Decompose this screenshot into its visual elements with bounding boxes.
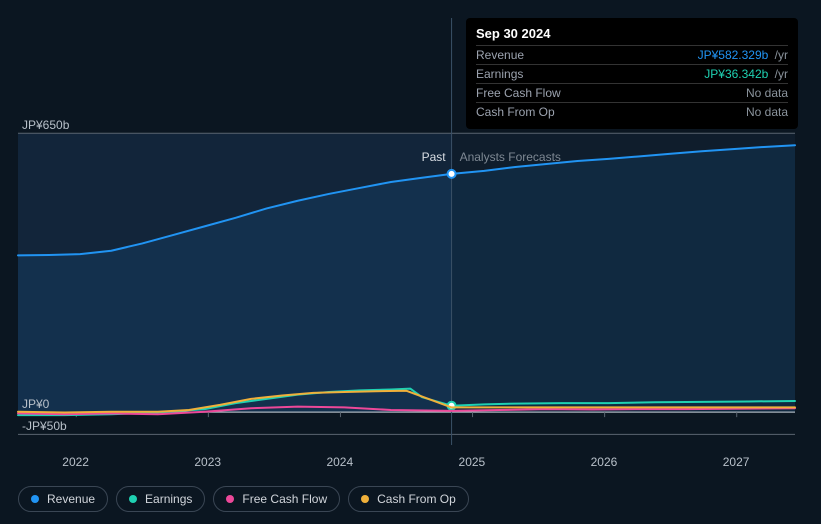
tooltip-row-unit: /yr xyxy=(771,48,788,62)
tooltip-date: Sep 30 2024 xyxy=(476,26,788,41)
forecast-label: Analysts Forecasts xyxy=(460,150,561,164)
tooltip-row: Earnings JP¥36.342b /yr xyxy=(476,64,788,83)
legend-item-label: Earnings xyxy=(145,492,192,506)
x-axis-label: 2022 xyxy=(62,455,89,469)
legend-item-cash-from-op[interactable]: Cash From Op xyxy=(348,486,469,512)
x-axis-label: 2025 xyxy=(459,455,486,469)
past-label: Past xyxy=(422,150,446,164)
legend-item-label: Cash From Op xyxy=(377,492,456,506)
legend-dot xyxy=(31,495,39,503)
tooltip-row: Revenue JP¥582.329b /yr xyxy=(476,45,788,64)
y-axis-label: JP¥0 xyxy=(22,397,49,411)
tooltip-row-value: JP¥582.329b xyxy=(698,48,769,62)
tooltip-row-value: No data xyxy=(746,86,788,100)
x-axis-label: 2023 xyxy=(194,455,221,469)
legend-dot xyxy=(361,495,369,503)
x-axis-label: 2027 xyxy=(723,455,750,469)
x-axis-label: 2024 xyxy=(326,455,353,469)
legend-dot xyxy=(226,495,234,503)
tooltip-row-unit: /yr xyxy=(771,67,788,81)
chart-tooltip: Sep 30 2024 RevenueJP¥582.329b /yrEarnin… xyxy=(466,18,798,129)
tooltip-row-label: Earnings xyxy=(476,67,523,81)
tooltip-row-label: Revenue xyxy=(476,48,524,62)
legend-dot xyxy=(129,495,137,503)
x-axis-label: 2026 xyxy=(591,455,618,469)
y-axis-label: -JP¥50b xyxy=(22,419,67,433)
legend-item-label: Free Cash Flow xyxy=(242,492,327,506)
tooltip-row: Cash From Op No data xyxy=(476,102,788,121)
legend-item-free-cash-flow[interactable]: Free Cash Flow xyxy=(213,486,340,512)
tooltip-row-value: JP¥36.342b xyxy=(704,67,768,81)
tooltip-row-label: Free Cash Flow xyxy=(476,86,561,100)
tooltip-row-label: Cash From Op xyxy=(476,105,555,119)
y-axis-label: JP¥650b xyxy=(22,118,69,132)
tooltip-row: Free Cash Flow No data xyxy=(476,83,788,102)
tooltip-row-value: No data xyxy=(746,105,788,119)
chart-legend: Revenue Earnings Free Cash Flow Cash From O… xyxy=(18,486,469,512)
legend-item-earnings[interactable]: Earnings xyxy=(116,486,205,512)
legend-item-revenue[interactable]: Revenue xyxy=(18,486,108,512)
legend-item-label: Revenue xyxy=(47,492,95,506)
